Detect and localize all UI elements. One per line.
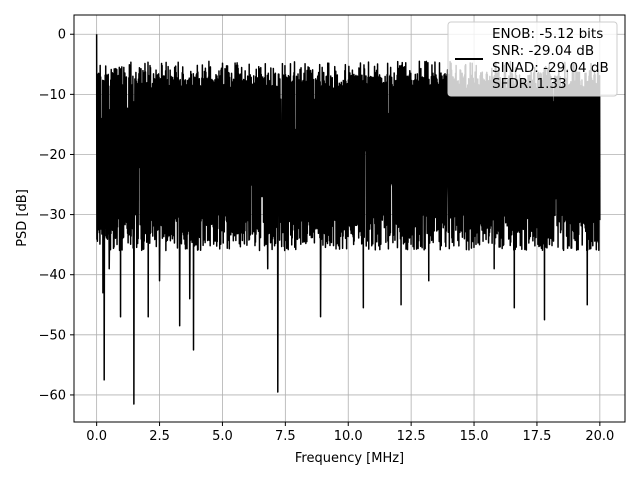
psd-series-line — [95, 34, 601, 405]
y-tick-label: −50 — [39, 328, 66, 343]
x-tick-label: 0.0 — [86, 429, 107, 444]
legend-line-snr: SNR: -29.04 dB — [492, 43, 594, 59]
x-tick-label: 12.5 — [397, 429, 426, 444]
y-tick-label: −30 — [39, 208, 66, 223]
x-tick-label: 2.5 — [149, 429, 170, 444]
series-layer — [95, 34, 601, 405]
x-tick-label: 7.5 — [275, 429, 296, 444]
x-axis-label: Frequency [MHz] — [295, 451, 404, 466]
legend-line-sinad: SINAD: -29.04 dB — [492, 60, 609, 76]
y-tick-label: −10 — [39, 88, 66, 103]
x-tick-label: 20.0 — [585, 429, 614, 444]
y-tick-label: 0 — [58, 28, 66, 43]
plot-frame — [73, 14, 626, 423]
y-tick-label: −20 — [39, 148, 66, 163]
legend-box — [447, 21, 618, 97]
x-tick-label: 10.0 — [334, 429, 363, 444]
x-tick-label: 17.5 — [522, 429, 551, 444]
y-axis-label: PSD [dB] — [15, 189, 30, 247]
y-tick-label: −60 — [39, 388, 66, 403]
x-axis: 0.0 2.5 5.0 7.5 10.0 12.5 15.0 17.5 20.0 — [86, 422, 614, 444]
legend-line-enob: ENOB: -5.12 bits — [492, 26, 603, 42]
y-axis: 0 −10 −20 −30 −40 −50 −60 — [39, 28, 74, 403]
x-tick-label: 15.0 — [460, 429, 489, 444]
legend: ENOB: -5.12 bits SNR: -29.04 dB SINAD: -… — [447, 21, 618, 97]
y-tick-label: −40 — [39, 268, 66, 283]
x-tick-label: 5.0 — [212, 429, 233, 444]
legend-line-sfdr: SFDR: 1.33 — [492, 76, 567, 92]
